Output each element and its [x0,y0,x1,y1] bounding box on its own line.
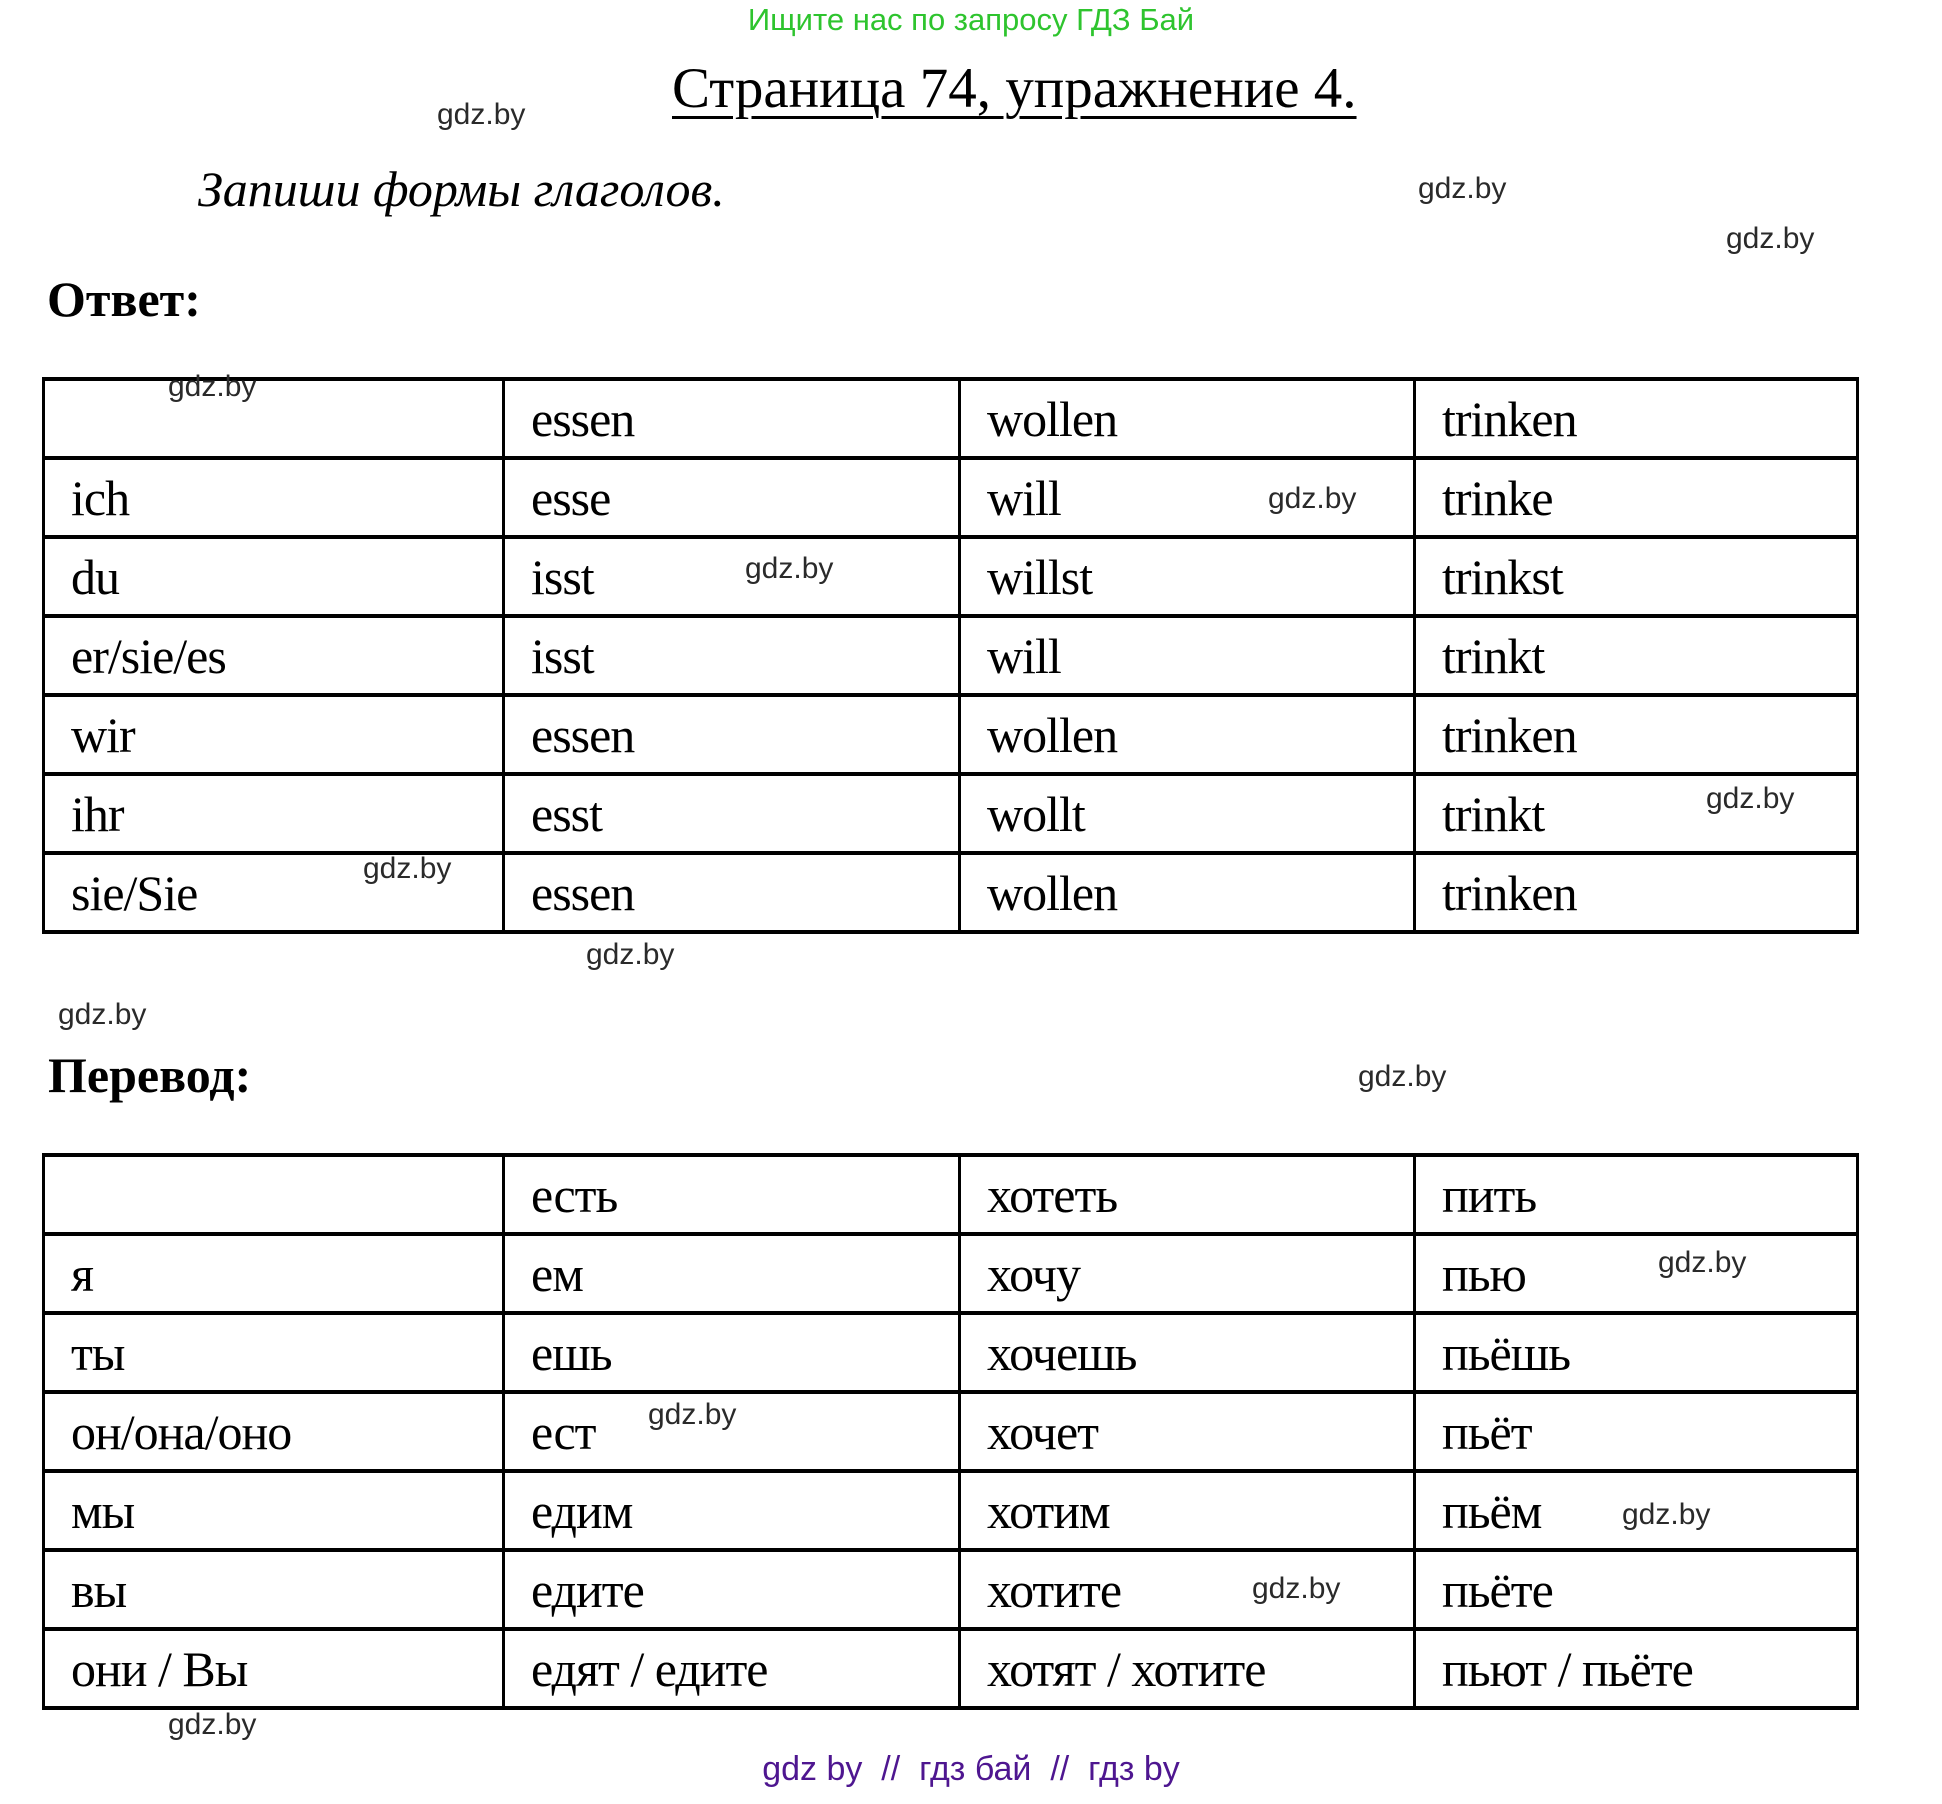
gdz-watermark: gdz.by [1726,222,1815,255]
table-row: wir essen wollen trinken [42,693,1859,776]
table-cell: will [958,614,1416,697]
table-cell: пьёте [1413,1548,1859,1631]
table-cell: я [42,1232,505,1315]
table-header-cell: хотеть [958,1153,1416,1236]
table-cell: wir [42,693,505,776]
gdz-watermark: gdz.by [1252,1572,1341,1605]
table-cell: ich [42,456,505,539]
footer-site-links: gdz by // гдз бай // гдз by [762,1750,1180,1788]
table-cell: esst [502,772,961,855]
table-row: er/sie/es isst will trinkt [42,614,1859,697]
table-row: ты ешь хочешь пьёшь [42,1311,1859,1394]
answer-heading: Ответ: [47,271,201,327]
table-cell: хочешь [958,1311,1416,1394]
table-row: я ем хочу пью [42,1232,1859,1315]
table-cell: пьём [1413,1469,1859,1552]
table-row: ihr esst wollt trinkt [42,772,1859,855]
table-header-cell [42,1153,505,1236]
table-row: мы едим хотим пьём [42,1469,1859,1552]
gdz-watermark: gdz.by [1268,482,1357,515]
table-cell: trinken [1413,693,1859,776]
gdz-watermark: gdz.by [168,370,257,403]
table-cell: ешь [502,1311,961,1394]
table-cell: они / Вы [42,1627,505,1710]
table-cell: ем [502,1232,961,1315]
table-cell: ihr [42,772,505,855]
table-row: du isst willst trinkst [42,535,1859,618]
table-cell: ты [42,1311,505,1394]
gdz-watermark: gdz.by [648,1398,737,1431]
table-cell: хочет [958,1390,1416,1473]
table-cell: wollen [958,693,1416,776]
table-row: ich esse will trinke [42,456,1859,539]
table-row: он/она/оно ест хочет пьёт [42,1390,1859,1473]
table-cell: пью [1413,1232,1859,1315]
gdz-watermark: gdz.by [1358,1060,1447,1093]
gdz-watermark: gdz.by [745,552,834,585]
gdz-watermark: gdz.by [168,1708,257,1741]
gdz-watermark: gdz.by [586,938,675,971]
table-cell: er/sie/es [42,614,505,697]
table-cell: wollt [958,772,1416,855]
table-cell: isst [502,614,961,697]
table-header-cell: trinken [1413,377,1859,460]
table-cell: вы [42,1548,505,1631]
table-cell: willst [958,535,1416,618]
table-cell: sie/Sie [42,851,505,934]
gdz-watermark: gdz.by [437,98,526,131]
table-cell: isst [502,535,961,618]
gdz-watermark: gdz.by [1706,782,1795,815]
promo-banner: Ищите нас по запросу ГДЗ Бай [747,2,1195,37]
table-cell: trinken [1413,851,1859,934]
page-title: Страница 74, упражнение 4. [672,57,1357,120]
table-header-row: есть хотеть пить [42,1153,1859,1236]
table-cell: will [958,456,1416,539]
table-cell: essen [502,693,961,776]
gdz-watermark: gdz.by [1622,1498,1711,1531]
table-cell: пьёт [1413,1390,1859,1473]
table-cell: trinkt [1413,772,1859,855]
table-cell: пьют / пьёте [1413,1627,1859,1710]
gdz-watermark: gdz.by [1658,1246,1747,1279]
table-cell: wollen [958,851,1416,934]
table-cell: едим [502,1469,961,1552]
translation-table-body: есть хотеть пить я ем хочу пью ты ешь хочешь пьёшь… [42,1153,1859,1710]
table-header-cell: пить [1413,1153,1859,1236]
task-instruction: Запиши формы глаголов. [198,161,725,217]
table-header-cell: есть [502,1153,961,1236]
table-cell: esse [502,456,961,539]
table-cell: trinkt [1413,614,1859,697]
table-cell: du [42,535,505,618]
table-cell: хотите [958,1548,1416,1631]
translation-heading: Перевод: [48,1047,252,1103]
answer-table: essen wollen trinken ich esse will trinke du iss… [42,377,1859,934]
table-header-cell: essen [502,377,961,460]
table-header-cell: wollen [958,377,1416,460]
table-cell: хочу [958,1232,1416,1315]
gdz-watermark: gdz.by [363,852,452,885]
table-row: вы едите хотите пьёте [42,1548,1859,1631]
table-row: sie/Sie essen wollen trinken [42,851,1859,934]
table-row: они / Вы едят / едите хотят / хотите пьют /… [42,1627,1859,1710]
table-cell: trinke [1413,456,1859,539]
gdz-watermark: gdz.by [58,998,147,1031]
table-cell: пьёшь [1413,1311,1859,1394]
table-cell: essen [502,851,961,934]
table-cell: ест [502,1390,961,1473]
table-header-cell [42,377,505,460]
translation-table: есть хотеть пить я ем хочу пью ты ешь хочешь пьёшь… [42,1153,1859,1710]
gdz-watermark: gdz.by [1418,172,1507,205]
table-cell: хотим [958,1469,1416,1552]
table-header-row: essen wollen trinken [42,377,1859,460]
table-cell: едите [502,1548,961,1631]
table-cell: едят / едите [502,1627,961,1710]
table-cell: хотят / хотите [958,1627,1416,1710]
table-cell: мы [42,1469,505,1552]
answer-table-body: essen wollen trinken ich esse will trinke du iss… [42,377,1859,934]
table-cell: trinkst [1413,535,1859,618]
table-cell: он/она/оно [42,1390,505,1473]
